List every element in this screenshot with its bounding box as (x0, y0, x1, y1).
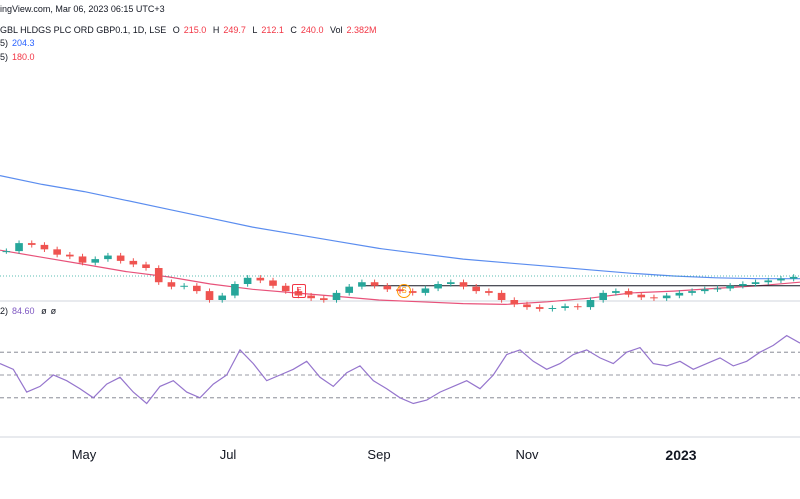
earnings-marker[interactable]: E (292, 284, 306, 298)
candle-body (294, 291, 303, 296)
candle-body (104, 255, 112, 260)
candle-body (269, 280, 277, 286)
candle-body (497, 292, 506, 300)
candle-body (612, 291, 620, 293)
candle-body (599, 292, 607, 300)
candle-body (650, 297, 658, 299)
candle-body (662, 295, 671, 299)
candle-body (320, 298, 328, 300)
x-axis-tick-label: Sep (367, 447, 391, 462)
candle-body (764, 280, 773, 283)
candle-body (358, 282, 366, 287)
candle-body (726, 285, 734, 289)
candle-body (307, 295, 315, 299)
candle-body (154, 268, 163, 283)
rsi-value: 84.60 (12, 306, 35, 316)
candle-body (421, 288, 430, 293)
ma-short-value: 180.0 (12, 52, 35, 62)
candle-body (27, 243, 36, 245)
candle-body (243, 277, 252, 284)
candle-body (129, 260, 138, 265)
candle-body (167, 282, 176, 287)
ohlc-low: 212.1 (261, 25, 284, 35)
candle-body (523, 304, 531, 308)
candle-body (53, 249, 61, 255)
ma-long-line (0, 175, 800, 280)
candle-body (624, 291, 633, 295)
candle-body (370, 282, 379, 286)
candle-body (142, 264, 150, 268)
ma-short-line (0, 249, 800, 306)
x-axis-tick-label: Jul (219, 447, 237, 462)
candle-body (700, 289, 709, 292)
candle-body (739, 284, 747, 286)
price-pane (0, 175, 800, 312)
candle-body (66, 254, 74, 257)
candle-body (345, 286, 354, 293)
symbol-text: GBL HLDGS PLC ORD GBP0.1, 1D, LSE (0, 25, 167, 35)
candle-body (180, 285, 188, 287)
candle-body (472, 286, 480, 292)
candle-body (408, 291, 417, 293)
ohlc-close: 240.0 (300, 25, 324, 35)
candle-body (510, 300, 519, 305)
candle-body (459, 282, 468, 287)
candle-body (91, 259, 100, 263)
candle-body (205, 291, 214, 300)
ma-short-legend: 5) 180.0 (0, 52, 35, 62)
candle-body (637, 294, 646, 298)
candle-body (751, 282, 760, 284)
rsi-line (0, 334, 800, 405)
candle-body (561, 306, 569, 308)
candle-body (434, 284, 442, 289)
ohlc-high: 249.7 (223, 25, 246, 35)
x-axis-tick-label: Nov (515, 447, 539, 462)
candle-body (116, 255, 125, 261)
candle-body (777, 278, 785, 281)
candle-body (586, 300, 595, 308)
candle-body (383, 285, 392, 290)
ma-long-value: 204.3 (12, 38, 35, 48)
candle-body (231, 284, 239, 296)
candle-body (40, 244, 49, 250)
candle-body (218, 295, 227, 300)
volume-value: 2.382M (346, 25, 377, 35)
candle-body (713, 288, 722, 290)
candle-body (15, 243, 23, 252)
candle-body (688, 291, 696, 293)
x-axis-tick-label: 2023 (665, 447, 697, 463)
candle-body (675, 292, 684, 296)
rsi-pane (0, 334, 800, 405)
candle-body (332, 292, 341, 300)
candle-body (193, 285, 201, 292)
candle-body (446, 282, 455, 284)
x-axis-tick-label: May (71, 447, 97, 462)
candle-body (281, 285, 290, 292)
candle-body (78, 256, 87, 263)
ohlc-open: 215.0 (183, 25, 207, 35)
candle-body (789, 276, 798, 279)
candle-body (485, 291, 493, 293)
ma-long-legend: 5) 204.3 (0, 38, 35, 48)
watermark-text: ingView.com, Mar 06, 2023 06:15 UTC+3 (0, 4, 165, 14)
candle-body (535, 307, 544, 309)
split-marker[interactable]: S (397, 284, 411, 298)
candle-body (256, 277, 265, 281)
candle-body (573, 306, 582, 308)
candle-body (548, 308, 557, 309)
candle-body (2, 251, 11, 253)
